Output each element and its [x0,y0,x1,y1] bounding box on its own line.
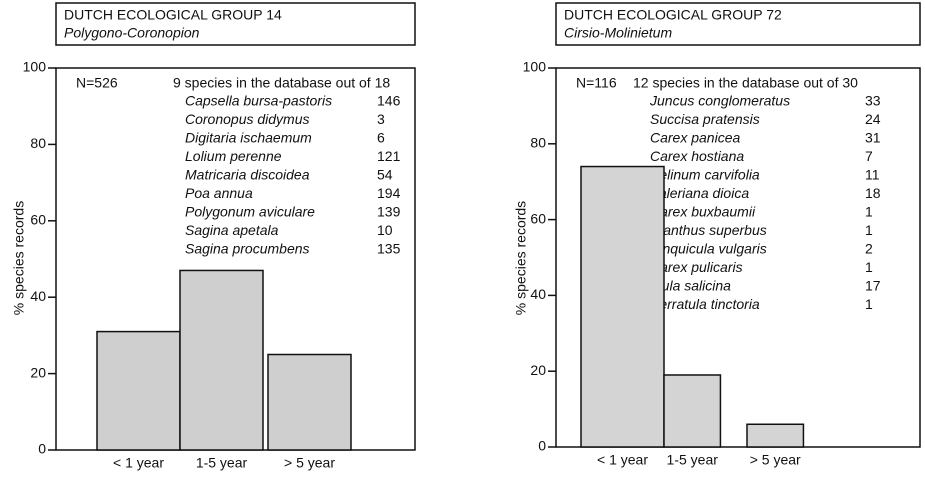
species-count: 24 [865,111,881,127]
plot-box [555,67,921,448]
y-axis-label: % species records [513,201,529,315]
y-tick-label: 80 [530,135,546,151]
species-count: 31 [865,130,881,146]
y-tick-label: 40 [530,286,546,302]
y-axis-label: % species records [11,201,27,315]
species-count: 10 [377,222,393,238]
x-tick-label: 1-5 year [196,455,248,471]
species-count: 7 [865,148,873,164]
species-count: 18 [865,185,881,201]
n-label: N=116 [576,75,617,91]
species-count: 139 [377,204,401,220]
species-name: Carex hostiana [650,148,744,164]
bar [746,423,805,448]
species-count: 135 [377,241,401,257]
y-tick-label: 100 [523,59,547,75]
species-count: 6 [377,130,385,146]
species-count: 54 [377,167,393,183]
x-tick-label: < 1 year [113,455,164,471]
title-box [55,2,416,46]
species-count: 121 [377,148,401,164]
species-name: Pinquicula vulgaris [650,241,767,257]
chart-subtitle: Cirsio-Molinietum [564,25,672,41]
chart-subtitle: Polygono-Coronopion [64,25,200,41]
species-count: 11 [865,167,880,183]
x-tick-label: > 5 year [284,455,335,471]
y-tick-label: 40 [30,288,46,304]
y-tick-label: 100 [23,59,47,75]
species-name: Sagina procumbens [185,241,310,257]
species-name: Selinum carvifolia [650,167,760,183]
n-label: N=526 [76,75,118,91]
chart-title: DUTCH ECOLOGICAL GROUP 14 [64,7,282,23]
x-tick-label: 1-5 year [667,452,719,468]
species-name: Carex pulicaris [650,259,743,275]
species-name: Digitaria ischaemum [185,130,312,146]
species-count: 33 [865,93,881,109]
x-tick-label: < 1 year [597,452,648,468]
y-tick-label: 20 [530,362,546,378]
species-name: Polygonum aviculare [185,204,315,220]
bar [179,269,264,451]
species-name: Poa annua [185,185,253,201]
species-name: Valeriana dioica [650,185,749,201]
species-count: 1 [865,204,873,220]
y-tick-label: 0 [538,438,546,454]
species-count: 146 [377,93,401,109]
x-tick-label: > 5 year [750,452,801,468]
title-box [555,2,921,46]
species-count: 2 [865,241,873,257]
y-tick-label: 20 [30,364,46,380]
y-tick-label: 60 [530,210,546,226]
species-name: Carex buxbaumii [650,204,756,220]
species-name: Succisa pratensis [650,111,760,127]
species-name: Lolium perenne [185,148,282,164]
species-header: 12 species in the database out of 30 [633,75,858,91]
species-header: 9 species in the database out of 18 [173,75,390,91]
species-name: Inula salicina [650,278,731,294]
species-count: 1 [865,296,873,312]
species-name: Coronopus didymus [185,111,310,127]
species-name: Juncus conglomeratus [649,93,790,109]
y-tick-label: 60 [30,212,46,228]
species-name: Sagina apetala [185,222,279,238]
species-name: Matricaria discoidea [185,167,310,183]
y-tick-label: 0 [38,441,46,457]
species-count: 17 [865,278,881,294]
species-name: Dianthus superbus [650,222,767,238]
species-count: 1 [865,222,873,238]
y-tick-label: 80 [30,135,46,151]
species-name: Serratula tinctoria [650,296,760,312]
chart-title: DUTCH ECOLOGICAL GROUP 72 [564,7,782,23]
bar [663,374,722,448]
species-count: 194 [377,185,401,201]
species-count: 3 [377,111,385,127]
bar [96,330,181,451]
species-count: 1 [865,259,873,275]
species-name: Capsella bursa-pastoris [185,93,332,109]
bar [580,165,665,448]
bar [267,353,352,451]
species-name: Carex panicea [650,130,740,146]
